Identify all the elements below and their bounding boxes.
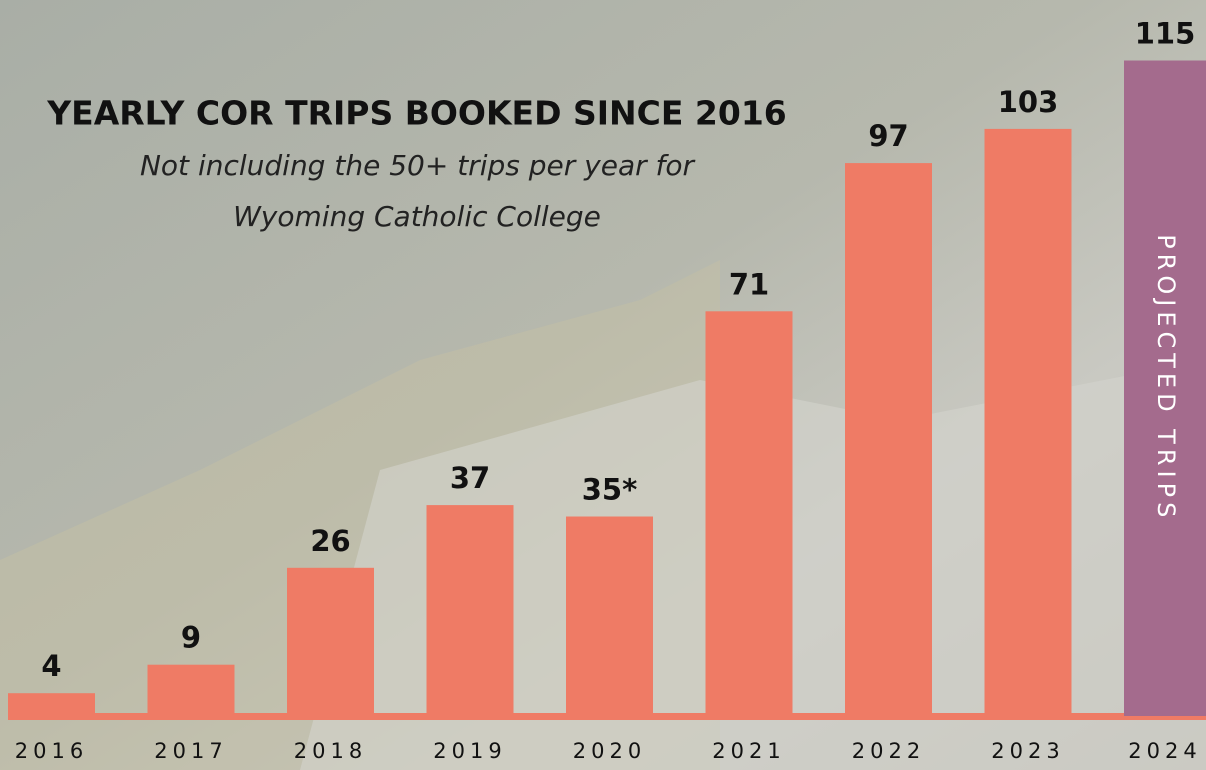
value-label: 26 bbox=[310, 524, 350, 558]
bar bbox=[566, 517, 653, 717]
x-tick-label: 2017 bbox=[154, 739, 227, 763]
chart-subtitle: Wyoming Catholic College bbox=[233, 200, 601, 233]
bar bbox=[427, 505, 514, 716]
bar bbox=[287, 568, 374, 716]
x-tick-label: 2016 bbox=[15, 739, 88, 763]
value-label: 115 bbox=[1135, 17, 1196, 51]
value-label: 71 bbox=[729, 267, 769, 301]
value-label: 35* bbox=[582, 473, 638, 507]
value-label: 37 bbox=[450, 461, 490, 495]
x-tick-label: 2020 bbox=[573, 739, 646, 763]
chart: YEARLY COR TRIPS BOOKED SINCE 2016 Not i… bbox=[0, 0, 1206, 770]
x-tick-label: 2024 bbox=[1128, 739, 1201, 763]
x-tick-label: 2019 bbox=[433, 739, 506, 763]
bar bbox=[845, 163, 932, 716]
value-label: 103 bbox=[998, 85, 1059, 119]
value-label: 9 bbox=[181, 621, 201, 655]
x-tick-label: 2018 bbox=[294, 739, 367, 763]
x-tick-label: 2022 bbox=[852, 739, 925, 763]
bar bbox=[8, 693, 95, 716]
value-label: 97 bbox=[868, 119, 908, 153]
x-tick-label: 2023 bbox=[991, 739, 1064, 763]
annotation: PROJECTED TRIPS bbox=[1152, 234, 1180, 522]
chart-subtitle: Not including the 50+ trips per year for bbox=[140, 149, 696, 182]
value-label: 4 bbox=[41, 649, 61, 683]
page: YEARLY COR TRIPS BOOKED SINCE 2016 Not i… bbox=[0, 0, 1206, 770]
chart-title: YEARLY COR TRIPS BOOKED SINCE 2016 bbox=[46, 94, 787, 133]
bar bbox=[148, 665, 235, 716]
bar bbox=[706, 311, 793, 716]
x-tick-label: 2021 bbox=[712, 739, 785, 763]
bar bbox=[985, 129, 1072, 716]
